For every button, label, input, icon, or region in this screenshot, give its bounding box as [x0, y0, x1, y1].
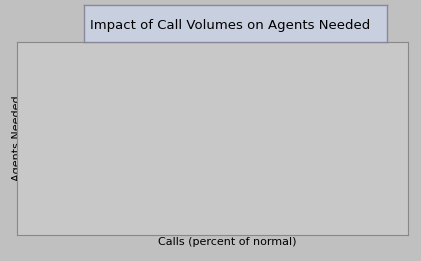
- X-axis label: Calls (percent of normal): Calls (percent of normal): [158, 237, 296, 247]
- Y-axis label: Agents Needed: Agents Needed: [12, 96, 22, 181]
- Text: Impact of Call Volumes on Agents Needed: Impact of Call Volumes on Agents Needed: [90, 19, 370, 32]
